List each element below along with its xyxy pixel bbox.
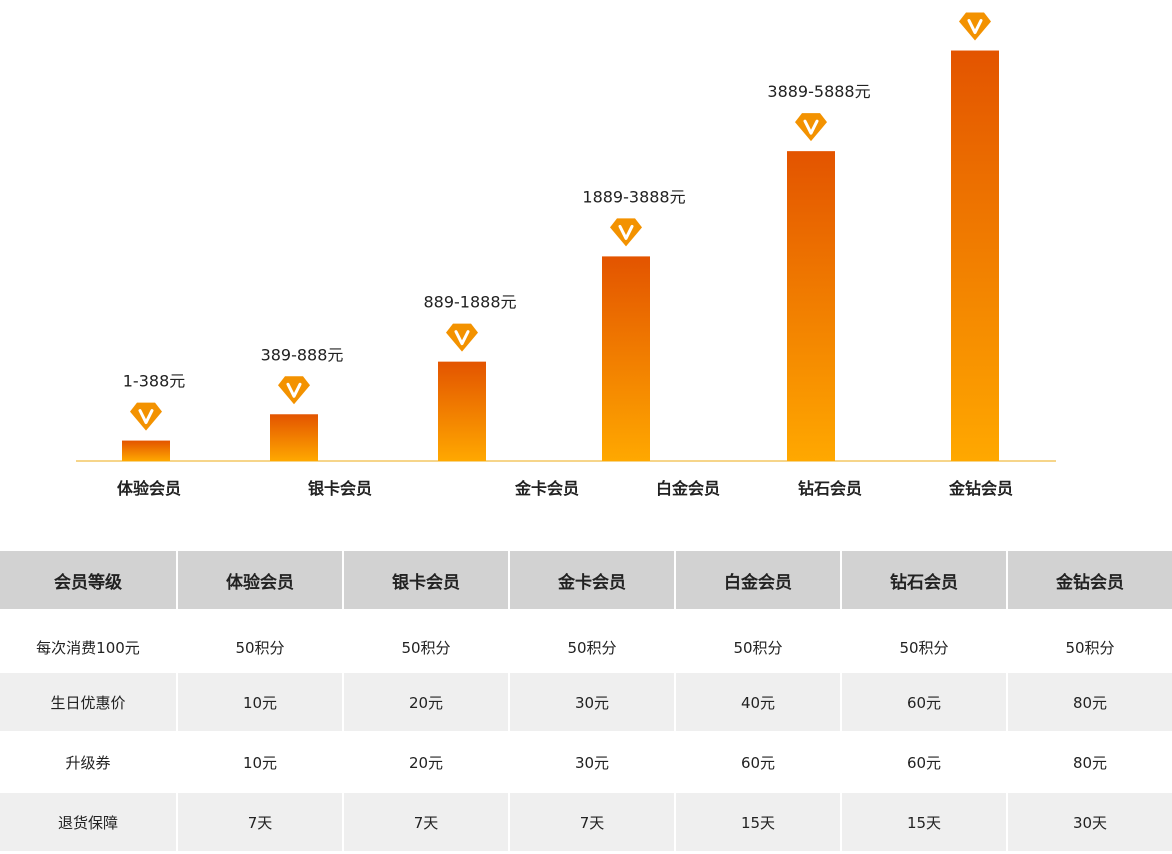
table-cell: 10元	[178, 673, 344, 731]
membership-chart: 1-388元体验会员 389-888元银卡会员 889-1888元金卡会员 1889-…	[76, 0, 1056, 498]
header-cell: 白金会员	[676, 551, 842, 609]
row-label: 生日优惠价	[0, 673, 178, 731]
bar-0	[122, 440, 170, 461]
table-cell: 50积分	[676, 621, 842, 673]
v-diamond-icon	[959, 12, 991, 41]
bar-4	[787, 151, 835, 462]
header-cell: 钻石会员	[842, 551, 1008, 609]
table-cell: 10元	[178, 731, 344, 793]
table-cell: 50积分	[842, 621, 1008, 673]
table-cell: 7天	[344, 793, 510, 851]
membership-benefits-table: 会员等级 体验会员 银卡会员 金卡会员 白金会员 钻石会员 金钻会员 每次消费1…	[0, 551, 1172, 851]
v-diamond-icon	[130, 402, 162, 431]
table-row: 退货保障 7天 7天 7天 15天 15天 30天	[0, 793, 1172, 851]
header-cell: 金卡会员	[510, 551, 676, 609]
row-label: 退货保障	[0, 793, 178, 851]
table-row: 生日优惠价 10元 20元 30元 40元 60元 80元	[0, 673, 1172, 731]
table-cell: 50积分	[510, 621, 676, 673]
category-label: 白金会员	[656, 479, 720, 498]
value-label: 1-388元	[123, 372, 186, 391]
table-cell: 50积分	[344, 621, 510, 673]
header-cell: 会员等级	[0, 551, 178, 609]
category-label: 金卡会员	[514, 479, 579, 498]
category-label: 钻石会员	[798, 479, 862, 498]
table-cell: 20元	[344, 673, 510, 731]
table-cell: 50积分	[178, 621, 344, 673]
header-cell: 金钻会员	[1008, 551, 1172, 609]
value-label: 389-888元	[261, 345, 344, 364]
table-cell: 60元	[676, 731, 842, 793]
bar-2	[438, 361, 486, 461]
table-cell: 15天	[842, 793, 1008, 851]
table-cell: 50积分	[1008, 621, 1172, 673]
table-cell: 30元	[510, 731, 676, 793]
table-row: 升级券 10元 20元 30元 60元 60元 80元	[0, 731, 1172, 793]
table-cell: 7天	[178, 793, 344, 851]
header-cell: 体验会员	[178, 551, 344, 609]
value-label: 1889-3888元	[582, 187, 685, 206]
table-cell: 20元	[344, 731, 510, 793]
bar-3	[602, 256, 650, 461]
v-diamond-icon	[610, 218, 642, 247]
v-diamond-icon	[278, 376, 310, 405]
table-cell: 15天	[676, 793, 842, 851]
bar-1	[270, 414, 318, 461]
value-label: 5888元以上	[939, 0, 1028, 1]
value-label: 3889-5888元	[767, 82, 870, 101]
table-cell: 7天	[510, 793, 676, 851]
header-cell: 银卡会员	[344, 551, 510, 609]
table-cell: 30元	[510, 673, 676, 731]
v-diamond-icon	[795, 113, 827, 142]
table-cell: 60元	[842, 731, 1008, 793]
category-label: 金钻会员	[948, 479, 1013, 498]
row-label: 升级券	[0, 731, 178, 793]
table-header-row: 会员等级 体验会员 银卡会员 金卡会员 白金会员 钻石会员 金钻会员	[0, 551, 1172, 609]
table-cell: 30天	[1008, 793, 1172, 851]
v-diamond-icon	[446, 323, 478, 352]
table-cell: 40元	[676, 673, 842, 731]
table-cell: 60元	[842, 673, 1008, 731]
bar-5	[951, 50, 999, 462]
category-label: 体验会员	[117, 479, 181, 498]
value-label: 889-1888元	[423, 293, 516, 312]
row-label: 每次消费100元	[0, 621, 178, 673]
table-cell: 80元	[1008, 731, 1172, 793]
table-cell: 80元	[1008, 673, 1172, 731]
category-label: 银卡会员	[308, 479, 372, 498]
table-row: 每次消费100元 50积分 50积分 50积分 50积分 50积分 50积分	[0, 621, 1172, 673]
